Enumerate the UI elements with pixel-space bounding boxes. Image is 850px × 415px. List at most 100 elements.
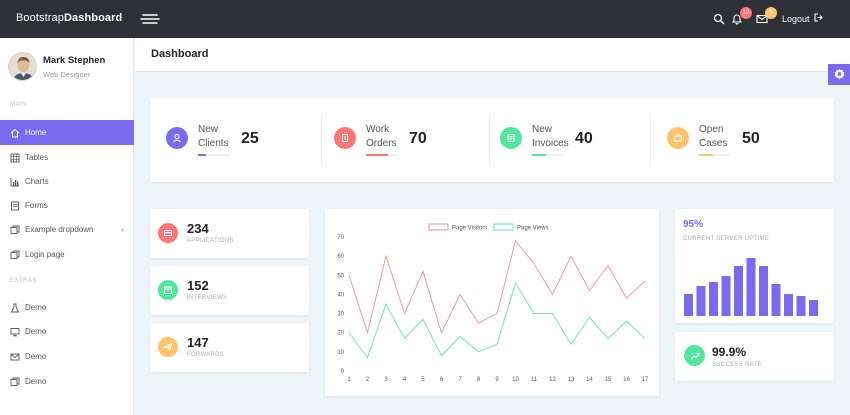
forwards-label: FORWARDS	[187, 352, 225, 358]
messages-badge: 5	[765, 7, 777, 19]
stat-work-orders: Work Orders 70	[318, 98, 489, 182]
success-rate-card: 99.9% SUCCESS RATE	[675, 332, 834, 381]
forwards-card: 147 FORWARDS	[150, 323, 309, 372]
menu-toggle-icon[interactable]	[140, 12, 160, 26]
uptime-bar	[696, 286, 706, 316]
interviews-count: 152	[187, 278, 209, 293]
success-rate-label: SUCCESS RATE	[712, 362, 762, 368]
briefcase-icon	[667, 127, 689, 149]
stat-new-invoices: New Invoices 40	[484, 98, 655, 182]
calendar-icon	[158, 280, 178, 300]
forwards-count: 147	[187, 335, 209, 350]
notifications-bell-icon[interactable]: 12	[731, 7, 752, 26]
x-tick-label: 5	[421, 377, 425, 383]
x-tick-label: 9	[495, 377, 499, 383]
x-tick-label: 6	[440, 377, 444, 383]
windows-icon	[10, 225, 20, 235]
card-icon	[158, 223, 178, 243]
uptime-bar	[771, 284, 781, 316]
user-icon	[166, 127, 188, 149]
page-title: Dashboard	[151, 48, 209, 60]
legend-label[interactable]: Page Visitors	[452, 226, 487, 232]
uptime-bar	[809, 300, 818, 316]
stat-value: 40	[575, 130, 593, 147]
x-tick-label: 1	[347, 377, 351, 383]
sidebar-item-demo-3[interactable]: Demo	[0, 344, 134, 369]
image-icon	[10, 377, 20, 387]
stat-label: New Clients	[198, 124, 229, 149]
grid-icon	[10, 153, 20, 163]
uptime-bar	[759, 266, 768, 316]
sign-out-icon	[813, 13, 823, 24]
sidebar-item-label: Tables	[25, 153, 49, 162]
stat-open-cases: Open Cases 50	[651, 98, 822, 182]
x-tick-label: 12	[549, 377, 556, 383]
sidebar-item-demo-1[interactable]: Demo	[0, 295, 134, 320]
stat-progress-bar	[699, 154, 731, 156]
paper-plane-icon	[158, 337, 178, 357]
sidebar-item-label: Example dropdown	[25, 225, 94, 234]
stat-new-clients: New Clients 25	[150, 98, 321, 182]
sidebar-item-login-page[interactable]: Login page	[0, 242, 134, 267]
sidebar-heading-extras: EXTRAS	[10, 278, 38, 284]
sidebar-item-home[interactable]: Home	[0, 120, 134, 145]
messages-envelope-icon[interactable]: 5	[756, 7, 777, 26]
sidebar-item-label: Home	[25, 128, 47, 137]
applications-count: 234	[187, 221, 209, 236]
sidebar: Mark Stephen Web Designer MAIN Home Tabl…	[0, 38, 134, 415]
stat-label: New Invoices	[532, 124, 569, 149]
sidebar-item-label: Demo	[25, 327, 47, 336]
legend-label[interactable]: Page Views	[517, 226, 549, 232]
uptime-bar	[721, 276, 731, 316]
x-tick-label: 16	[623, 377, 630, 383]
logout-link[interactable]: Logout	[782, 13, 823, 24]
clipboard-icon	[334, 127, 356, 149]
y-tick-label: 40	[337, 292, 344, 298]
sidebar-item-tables[interactable]: Tables	[0, 145, 134, 170]
sidebar-item-label: Demo	[25, 377, 47, 386]
monitor-icon	[10, 327, 20, 337]
sidebar-heading-main: MAIN	[10, 102, 27, 108]
sidebar-item-forms[interactable]: Forms	[0, 193, 134, 218]
sidebar-item-demo-2[interactable]: Demo	[0, 319, 134, 344]
profile-role: Web Designer	[43, 70, 91, 79]
sidebar-item-label: Demo	[25, 352, 47, 361]
applications-label: APPLICATIONS	[187, 238, 234, 244]
y-tick-label: 0	[341, 369, 345, 375]
x-tick-label: 13	[568, 377, 575, 383]
sidebar-item-label: Demo	[25, 303, 47, 312]
uptime-bar	[709, 282, 718, 316]
stat-progress-bar	[198, 154, 230, 156]
stat-progress-bar	[366, 154, 398, 156]
legend-swatch	[493, 223, 514, 231]
top-navbar: BootstrapDashboard 12 5 Logout	[0, 0, 850, 38]
page-header: Dashboard	[135, 38, 850, 72]
trend-up-icon	[684, 345, 705, 366]
flask-icon	[10, 303, 20, 313]
interviews-card: 152 INTERVIEWS	[150, 266, 309, 315]
divider	[489, 114, 490, 166]
interviews-label: INTERVIEWS	[187, 295, 228, 301]
sidebar-item-demo-4[interactable]: Demo	[0, 369, 134, 394]
applications-card: 234 APPLICATIONS	[150, 209, 309, 258]
uptime-bar	[734, 266, 743, 316]
notifications-badge: 12	[740, 7, 752, 19]
bar-chart-icon	[10, 177, 20, 187]
uptime-label: CURRENT SERVER UPTIME	[683, 236, 770, 242]
form-icon	[10, 201, 20, 211]
y-tick-label: 20	[337, 331, 344, 337]
search-icon[interactable]	[713, 12, 727, 26]
settings-gear-icon[interactable]	[828, 64, 850, 85]
sidebar-item-charts[interactable]: Charts	[0, 169, 134, 194]
x-tick-label: 2	[366, 377, 370, 383]
stat-label: Work Orders	[366, 124, 397, 149]
sidebar-item-example-dropdown[interactable]: Example dropdown ‹	[0, 217, 134, 242]
x-tick-label: 7	[458, 377, 462, 383]
line-chart-card: 0 10 20 30 40 50 60 70 1 2 3 4 5 6 7 8 9 10 11 12 13 14 15 16 17…	[325, 209, 659, 396]
x-tick-label: 8	[477, 377, 481, 383]
divider	[321, 114, 322, 166]
login-icon	[10, 250, 20, 260]
invoice-icon	[500, 127, 522, 149]
brand-logo[interactable]: BootstrapDashboard	[16, 12, 123, 24]
